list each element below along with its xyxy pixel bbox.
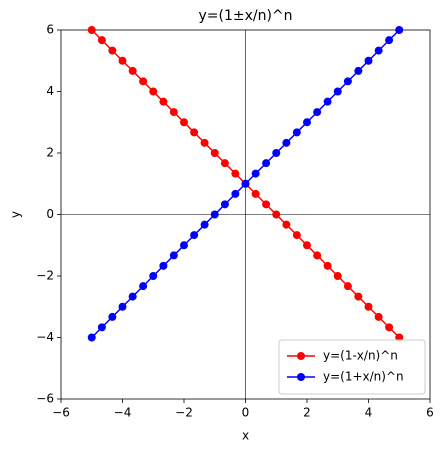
point: [354, 292, 363, 301]
point: [385, 323, 394, 332]
x-tick-label: 2: [303, 406, 311, 420]
point: [139, 282, 148, 291]
point: [354, 66, 363, 75]
point: [323, 97, 332, 106]
point: [282, 138, 291, 147]
point: [108, 46, 117, 55]
y-tick-label: 6: [46, 23, 54, 37]
point: [323, 261, 332, 270]
point: [374, 46, 383, 55]
point: [220, 200, 229, 209]
point: [97, 323, 106, 332]
point: [272, 210, 281, 219]
y-tick-label: 2: [46, 146, 54, 160]
y-axis-label: y: [9, 211, 23, 218]
point: [118, 302, 127, 311]
point: [200, 220, 209, 229]
point: [251, 189, 260, 198]
legend-marker: [297, 373, 305, 381]
x-tick-label: −4: [114, 406, 132, 420]
point: [333, 87, 342, 96]
point: [128, 66, 137, 75]
x-tick-label: 6: [426, 406, 434, 420]
point: [231, 189, 240, 198]
point: [118, 56, 127, 65]
point: [313, 108, 322, 117]
point: [210, 149, 219, 157]
point: [333, 272, 342, 280]
point: [180, 118, 188, 127]
y-tick-label: 4: [46, 84, 54, 98]
point: [272, 149, 281, 157]
point: [169, 108, 178, 117]
point: [385, 36, 394, 45]
point: [169, 251, 178, 260]
point: [180, 241, 188, 250]
point: [108, 312, 117, 321]
point: [231, 169, 240, 178]
legend: y=(1-x/n)^n y=(1+x/n)^n: [278, 339, 426, 395]
legend-marker: [297, 352, 305, 360]
point: [87, 26, 96, 34]
x-axis-label: x: [242, 429, 249, 443]
point: [210, 210, 219, 219]
point: [128, 292, 137, 301]
point: [343, 77, 352, 86]
point: [190, 231, 199, 240]
point: [139, 77, 148, 86]
point: [220, 159, 229, 168]
point: [282, 220, 291, 229]
point: [159, 97, 168, 106]
point: [251, 169, 260, 178]
point: [262, 200, 271, 209]
x-tick-label: 4: [365, 406, 373, 420]
point: [149, 272, 158, 280]
point: [149, 87, 158, 96]
point: [159, 261, 168, 270]
point: [395, 26, 404, 34]
point: [292, 231, 301, 240]
point: [303, 241, 311, 250]
point: [292, 128, 301, 137]
legend-label: y=(1+x/n)^n: [323, 370, 404, 384]
legend-label: y=(1-x/n)^n: [323, 349, 398, 363]
chart-title: y=(1±x/n)^n: [198, 8, 292, 24]
x-tick-label: −6: [52, 406, 70, 420]
x-tick-label: 0: [242, 406, 250, 420]
y-tick-label: −4: [36, 330, 54, 344]
point: [313, 251, 322, 260]
point: [97, 36, 106, 45]
point: [364, 302, 373, 311]
point: [364, 56, 373, 65]
point: [374, 312, 383, 321]
point: [190, 128, 199, 137]
point: [241, 179, 250, 188]
point: [200, 138, 209, 147]
point: [262, 159, 271, 168]
y-tick-label: −2: [36, 269, 54, 283]
y-tick-label: 0: [46, 207, 54, 221]
y-tick-label: −6: [36, 392, 54, 406]
legend-box: [278, 339, 426, 395]
point: [87, 333, 96, 342]
point: [343, 282, 352, 291]
point: [303, 118, 311, 127]
x-tick-label: −2: [175, 406, 193, 420]
